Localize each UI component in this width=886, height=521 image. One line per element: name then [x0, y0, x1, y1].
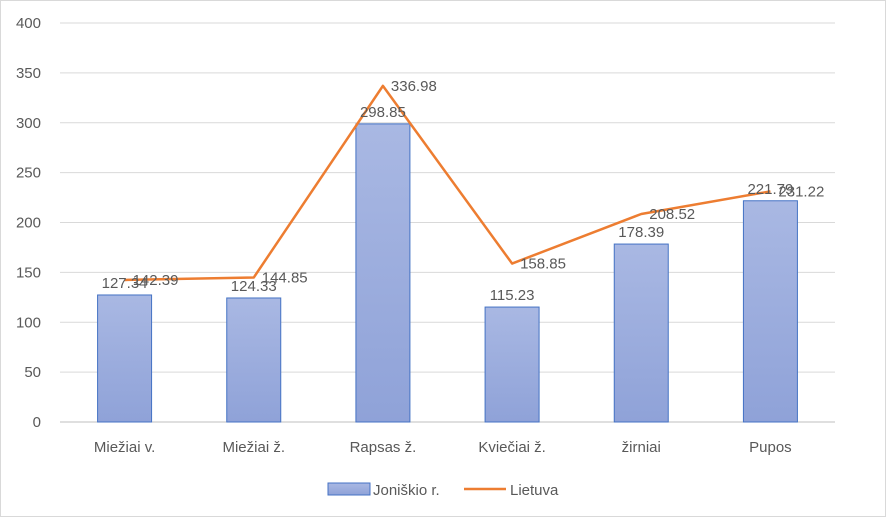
line-series: [124, 86, 770, 280]
bar-data-label: 115.23: [490, 287, 535, 304]
bar: [614, 244, 668, 422]
y-tick-label: 50: [24, 364, 41, 381]
y-tick-label: 150: [16, 264, 41, 281]
y-tick-label: 200: [16, 215, 41, 232]
line-data-label: 144.85: [262, 270, 308, 287]
y-tick-label: 300: [16, 115, 41, 132]
bar: [356, 124, 410, 422]
x-tick-label: Miežiai ž.: [222, 439, 285, 456]
x-tick-label: Rapsas ž.: [350, 439, 417, 456]
legend: Joniškio r. Lietuva: [328, 482, 559, 499]
x-tick-label: Pupos: [749, 439, 792, 456]
x-tick-label: žirniai: [622, 439, 661, 456]
line-path: [125, 86, 771, 280]
legend-swatch-bar: [328, 483, 370, 495]
bar-series: [98, 124, 798, 422]
x-tick-label: Kviečiai ž.: [478, 439, 546, 456]
x-axis: Miežiai v. Miežiai ž. Rapsas ž. Kviečiai ž.…: [94, 439, 792, 456]
gridlines: [60, 23, 835, 422]
y-tick-label: 350: [16, 65, 41, 82]
bar: [227, 298, 281, 422]
y-tick-label: 100: [16, 314, 41, 331]
legend-label-bar: Joniškio r.: [373, 482, 440, 499]
line-data-label: 158.85: [520, 256, 566, 273]
bar: [743, 201, 797, 422]
line-data-label: 208.52: [649, 206, 695, 223]
line-data-label: 231.22: [778, 183, 824, 200]
bar-data-label: 298.85: [360, 104, 406, 121]
line-data-label: 142.39: [133, 272, 179, 289]
bar: [98, 295, 152, 422]
bar: [485, 307, 539, 422]
y-tick-label: 400: [16, 15, 41, 32]
x-tick-label: Miežiai v.: [94, 439, 155, 456]
y-tick-label: 0: [33, 414, 41, 431]
y-tick-label: 250: [16, 165, 41, 182]
y-axis: 0 50 100 150 200 250 300 350 400: [16, 15, 41, 431]
legend-label-line: Lietuva: [510, 482, 559, 499]
bar-data-label: 178.39: [618, 224, 664, 241]
line-data-label: 336.98: [391, 78, 437, 95]
